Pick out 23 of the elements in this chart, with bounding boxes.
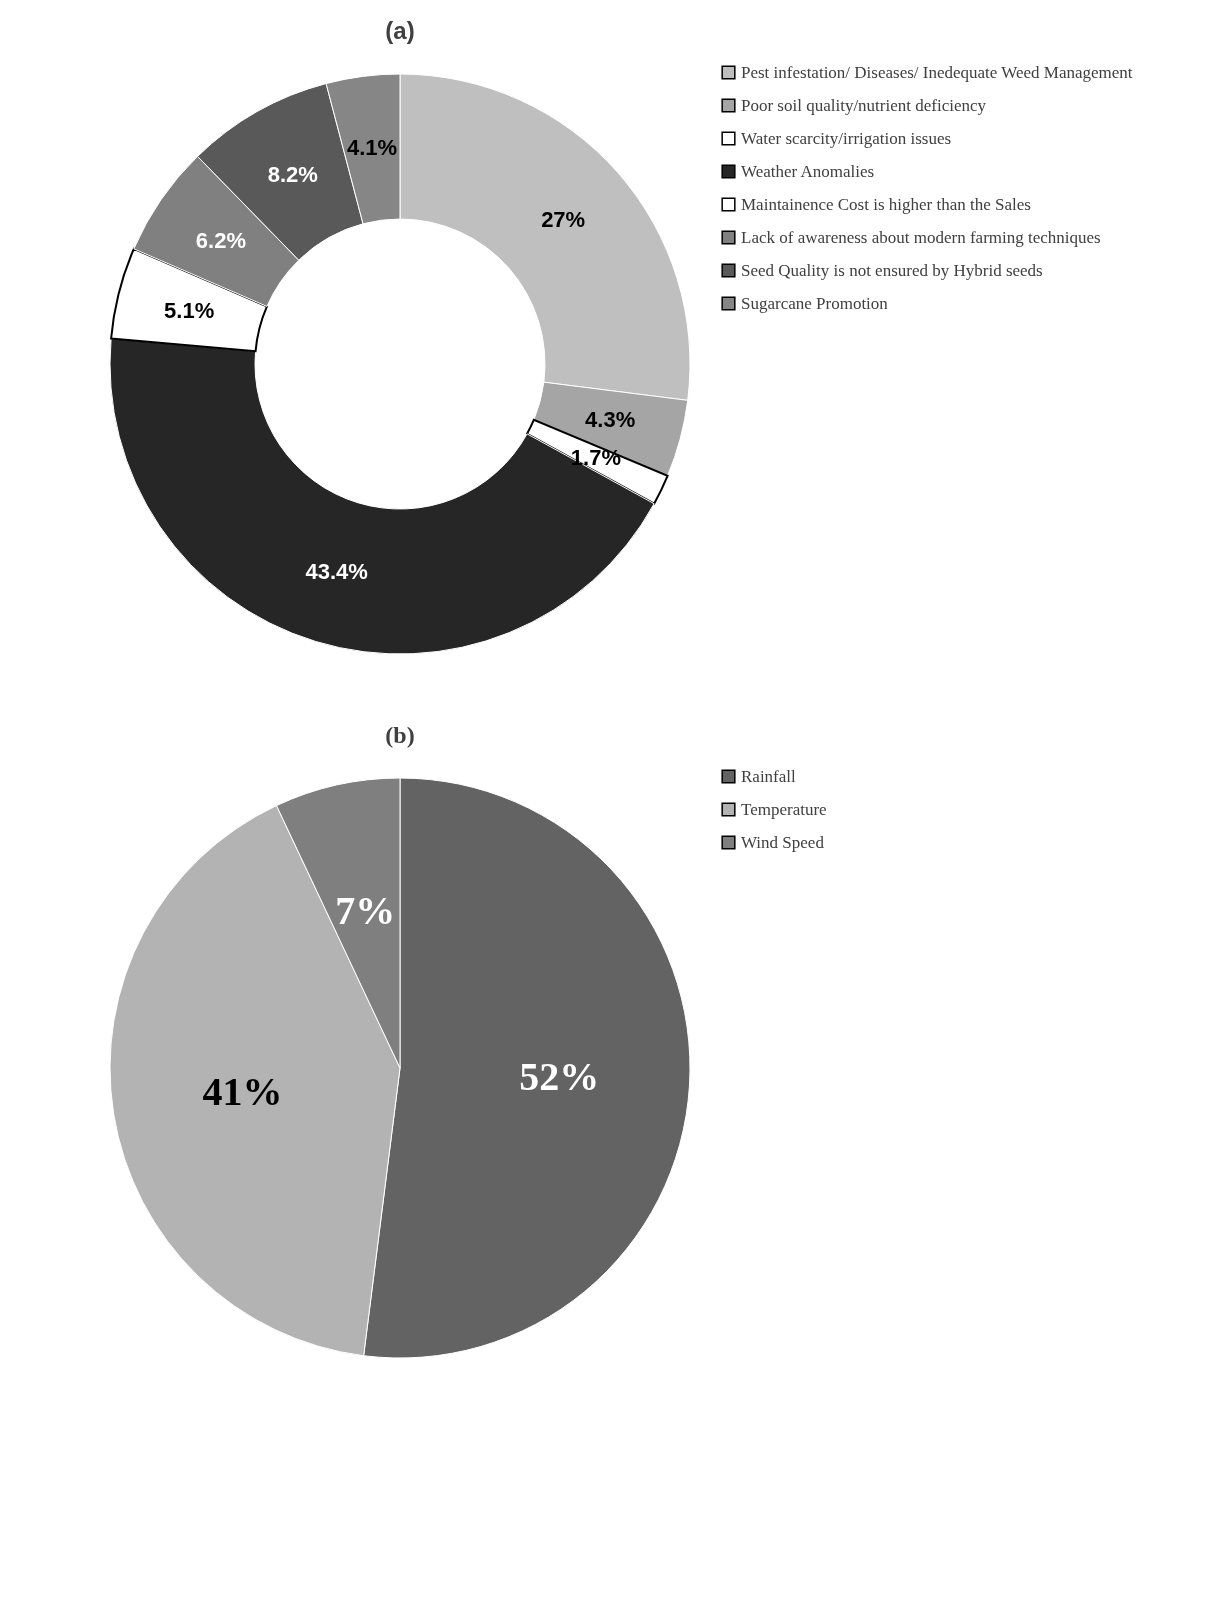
data-label: 7% — [335, 888, 396, 934]
legend-label: Seed Quality is not ensured by Hybrid seeds — [741, 260, 1043, 280]
legend-label: Temperature — [741, 799, 827, 819]
data-label: 43.4% — [305, 559, 368, 585]
chart-title: (a) — [385, 17, 415, 44]
data-label: 6.2% — [195, 227, 246, 253]
data-label: 4.3% — [585, 407, 636, 433]
legend-label: Wind Speed — [741, 832, 825, 852]
chart-title: (b) — [385, 722, 415, 748]
data-label: 41% — [202, 1068, 283, 1114]
data-label: 4.1% — [346, 135, 398, 161]
legend-label: Water scarcity/irrigation issues — [741, 128, 952, 148]
legend-label: Sugarcane Promotion — [741, 293, 889, 313]
data-label: 8.2% — [267, 161, 318, 187]
data-label: 52% — [519, 1054, 600, 1100]
legend-label: Maintainence Cost is higher than the Sales — [741, 194, 1031, 214]
legend-label: Rainfall — [741, 766, 797, 786]
legend-label: Poor soil quality/nutrient deficiency — [741, 95, 987, 115]
legend-label: Pest infestation/ Diseases/ Inedequate Weed Management — [741, 62, 1133, 82]
legend-label: Lack of awareness about modern farming techniques — [741, 227, 1101, 247]
data-label: 5.1% — [164, 297, 215, 323]
data-label: 27% — [541, 207, 586, 233]
legend-label: Weather Anomalies — [741, 161, 875, 181]
